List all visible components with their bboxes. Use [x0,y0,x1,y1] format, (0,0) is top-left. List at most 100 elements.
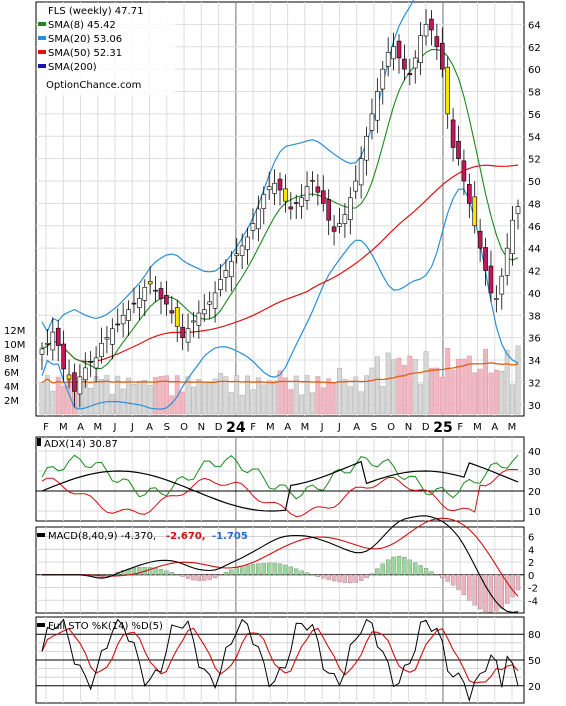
month-labels: F M A M J J A S O N D 24 F M A M J J A S O N D 25 F M A M [43,420,516,436]
macd-histogram-bar [239,566,245,575]
candle-body [348,197,353,220]
macd-histogram-bar [250,564,256,575]
volume-bar [466,355,472,415]
macd-panel: -4-2 0 2 46 MACD(8,40,9) -4.370, -2.670, -1… [35,515,538,614]
candle-body [488,265,494,294]
candle-body [423,24,429,37]
volume-bar [234,375,240,415]
candle-body [353,180,359,192]
candle-body [299,197,304,207]
candle-body [120,314,126,325]
candle-body [429,18,434,31]
candle-body [472,196,478,227]
price-tick-label: 40 [528,289,541,300]
macd-title: MACD(8,40,9) -4.370, [48,531,156,542]
volume-bar [196,378,202,415]
bollinger-lower [41,188,519,410]
candle-body [115,323,121,326]
adx-panel: 10 20 30 40 ADX(14) 30.87 [35,436,541,522]
macd-histogram-bar [445,574,450,582]
candle-body [277,178,283,191]
price-tick-label: 38 [528,311,541,322]
legend-sma200: SMA(200) [48,62,97,73]
volume-bar [439,376,445,415]
macd-histogram-bar [283,564,288,575]
candle-body [461,160,467,182]
month-label: M [93,422,102,433]
volume-bar [185,376,191,415]
volume-bar [61,385,67,415]
candle-body [169,310,175,314]
macd-histogram-bar [515,574,521,591]
candle-body [218,279,223,290]
month-label: J [337,422,341,433]
macd-histogram-bar [331,574,337,582]
macd-histogram-bar [337,574,342,583]
volume-bar [142,380,148,415]
candle-body [342,214,348,224]
price-tick-label: 62 [528,43,541,54]
volume-bar [99,379,104,415]
volume-bar [201,382,207,415]
month-label: D [422,422,430,433]
macd-histogram-bar [158,569,164,575]
macd-histogram-bar [386,559,391,575]
candle-body [207,301,212,305]
macd-histogram-bar [510,574,515,598]
candle-body [439,42,445,70]
macd-histogram-bar [256,563,261,575]
macd-histogram-bar [299,570,304,575]
candle-body [104,337,110,340]
macd-tick-label: -4 [528,596,538,607]
volume-bar [174,375,180,415]
volume-bar [504,349,510,415]
macd-histogram-bar [120,570,126,575]
macd-histogram-bar [212,574,218,579]
adx-tick-label: 40 [528,447,541,458]
price-legend: FLS (weekly) 47.71 SMA(8) 45.42 SMA(20) … [37,3,175,95]
volume-bar [320,387,326,415]
month-label: F [457,422,463,433]
macd-histogram-bar [164,570,169,575]
candle-body [450,119,456,148]
candle-body [245,236,250,250]
candle-body [310,179,315,182]
month-label: A [77,422,84,433]
candle-body [418,35,423,63]
volume-tick-label: 4M [4,382,19,393]
macd-signal-line [42,517,519,597]
sma8-line [41,49,519,370]
month-label: O [387,422,395,433]
volume-bar [493,369,499,415]
macd-histogram-bar [494,574,499,612]
adx-line [41,460,519,512]
candle-body [483,247,488,271]
volume-bar [477,368,483,415]
candle-body [229,261,234,278]
macd-histogram-bar [131,567,137,575]
candle-body [196,312,202,326]
price-tick-label: 44 [528,244,541,255]
candle-body [99,342,104,357]
candle-body [272,182,277,194]
price-y-axis: 30 32 34 36 38 40 42 44 46 48 50 52 54 56 58 60 62 64 [528,20,541,411]
month-label: J [130,422,134,433]
macd-histogram-bar [499,574,504,609]
price-tick-label: 46 [528,222,541,233]
volume-bar [50,390,56,415]
macd-histogram-bar [326,574,331,580]
adx-grid [36,437,524,521]
month-label: A [353,422,360,433]
minus-di-line [41,468,519,518]
price-tick-label: 42 [528,267,541,278]
volume-bar [282,377,288,415]
volume-bar [104,375,110,415]
price-tick-label: 50 [528,177,541,188]
macd-histogram-bar [505,574,510,604]
candle-body [93,357,99,369]
candle-body [288,206,294,210]
month-label: F [43,422,49,433]
volume-bar [483,348,488,415]
volume-bar [44,375,50,415]
volume-bar [136,380,142,415]
